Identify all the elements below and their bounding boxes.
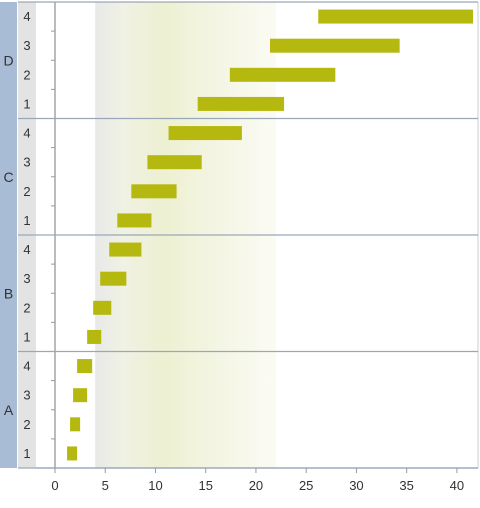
subcategory-tick-label: 2 bbox=[23, 300, 30, 315]
subcategory-tick-label: 2 bbox=[23, 67, 30, 82]
subcategory-tick-label: 3 bbox=[23, 38, 30, 53]
subcategory-tick-label: 1 bbox=[23, 329, 30, 344]
group-label: C bbox=[3, 169, 13, 185]
group-label: B bbox=[4, 285, 13, 301]
subcategory-tick-label: 4 bbox=[23, 126, 30, 141]
bar-B-3 bbox=[100, 271, 127, 286]
bar-B-2 bbox=[93, 300, 112, 315]
bar-B-1 bbox=[87, 329, 102, 344]
x-tick-label: 25 bbox=[299, 478, 313, 493]
group-label: D bbox=[3, 52, 13, 68]
x-tick-label: 5 bbox=[102, 478, 109, 493]
group-label: A bbox=[4, 402, 14, 418]
subcategory-tick-label: 3 bbox=[23, 271, 30, 286]
x-tick-label: 15 bbox=[198, 478, 212, 493]
x-tick-label: 20 bbox=[249, 478, 263, 493]
bar-A-3 bbox=[73, 388, 88, 403]
subcategory-tick-label: 3 bbox=[23, 155, 30, 170]
x-tick-label: 0 bbox=[51, 478, 58, 493]
bar-C-3 bbox=[147, 155, 202, 170]
subcategory-tick-label: 1 bbox=[23, 96, 30, 111]
subcategory-tick-label: 1 bbox=[23, 446, 30, 461]
bar-A-2 bbox=[70, 417, 81, 432]
subcategory-tick-label: 2 bbox=[23, 417, 30, 432]
subcategory-tick-label: 3 bbox=[23, 388, 30, 403]
x-tick-label: 10 bbox=[148, 478, 162, 493]
subcategory-tick-label: 1 bbox=[23, 213, 30, 228]
x-tick-label: 40 bbox=[450, 478, 464, 493]
group-label-strip bbox=[0, 2, 17, 468]
axis-layer bbox=[18, 1, 479, 473]
bar-C-2 bbox=[131, 184, 177, 199]
bar-D-2 bbox=[229, 67, 336, 82]
bar-A-4 bbox=[77, 359, 93, 374]
bar-C-1 bbox=[117, 213, 152, 228]
bar-C-4 bbox=[168, 126, 242, 141]
subcategory-tick-label: 2 bbox=[23, 184, 30, 199]
bars-layer bbox=[67, 9, 473, 461]
subcategory-tick-label: 4 bbox=[23, 359, 30, 374]
x-tick-label: 35 bbox=[399, 478, 413, 493]
bar-A-1 bbox=[67, 446, 78, 461]
bar-D-3 bbox=[270, 38, 400, 53]
x-tick-label: 30 bbox=[349, 478, 363, 493]
bar-D-1 bbox=[197, 96, 285, 111]
bar-D-4 bbox=[318, 9, 473, 24]
subcategory-tick-label: 4 bbox=[23, 242, 30, 257]
subcategory-tick-label: 4 bbox=[23, 9, 30, 24]
bar-B-4 bbox=[109, 242, 142, 257]
